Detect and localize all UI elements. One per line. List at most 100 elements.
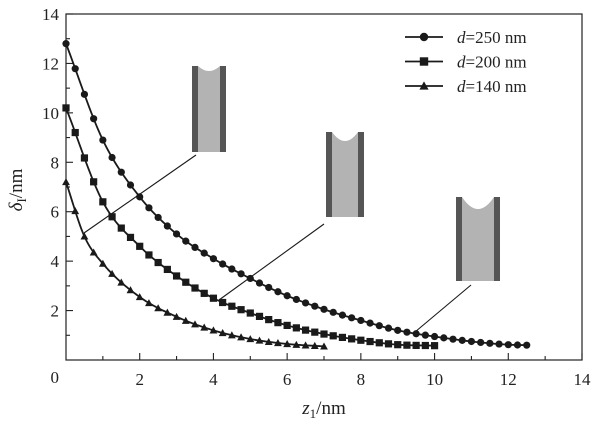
data-point <box>264 337 273 345</box>
pore-wall-left <box>456 197 462 281</box>
data-point <box>430 332 439 341</box>
data-point <box>80 232 89 240</box>
data-point <box>145 204 153 212</box>
data-point <box>117 168 125 176</box>
data-point <box>412 341 420 349</box>
data-point <box>366 337 374 346</box>
data-point <box>154 258 162 267</box>
data-point <box>209 255 218 263</box>
data-point <box>394 341 402 349</box>
legend-item: d=140 nm <box>405 77 527 96</box>
data-point <box>283 321 291 329</box>
x-tick-label: 14 <box>574 370 592 389</box>
data-point <box>145 251 153 259</box>
origin-label: 0 <box>51 368 60 387</box>
data-point <box>366 319 374 327</box>
data-point <box>108 213 116 221</box>
legend-marker <box>419 81 429 90</box>
data-point <box>209 326 218 334</box>
pore-inset-medium <box>326 132 364 217</box>
data-point <box>62 40 70 48</box>
pore-wall-right <box>494 197 500 281</box>
data-point <box>219 298 227 307</box>
legend-label: d=200 nm <box>457 53 527 72</box>
pore-inset-large <box>456 197 500 281</box>
data-point <box>255 279 264 287</box>
data-point <box>62 178 70 186</box>
data-point <box>200 323 209 331</box>
data-point <box>338 311 347 319</box>
data-point <box>99 136 107 144</box>
data-point <box>311 328 319 336</box>
series-markers <box>62 104 439 350</box>
data-point <box>89 248 98 256</box>
x-tick-label: 12 <box>500 370 517 389</box>
data-point <box>320 305 328 313</box>
pore-inset-small <box>192 66 226 152</box>
data-point <box>394 326 402 334</box>
series-3 <box>62 178 328 350</box>
data-point <box>320 330 328 338</box>
data-point <box>274 339 282 347</box>
data-point <box>182 278 190 286</box>
data-point <box>108 153 116 162</box>
data-point <box>145 299 153 307</box>
data-point <box>200 289 208 297</box>
data-point <box>237 270 245 278</box>
data-point <box>80 154 89 162</box>
y-tick-label: 12 <box>42 54 59 73</box>
data-point <box>182 237 190 245</box>
data-point <box>440 334 448 342</box>
data-point <box>62 104 70 112</box>
data-point <box>320 342 328 350</box>
data-point <box>71 65 79 73</box>
legend-marker <box>419 57 429 66</box>
pore-wall-right <box>220 66 226 152</box>
data-point <box>191 320 199 328</box>
data-point <box>163 265 171 274</box>
series-2 <box>62 104 439 350</box>
data-point <box>117 224 125 232</box>
leader-line <box>218 223 325 301</box>
data-point <box>237 333 245 341</box>
data-point <box>246 335 255 343</box>
data-point <box>255 312 264 320</box>
data-point <box>246 309 254 317</box>
data-point <box>135 293 144 301</box>
data-point <box>71 128 79 137</box>
data-point <box>126 286 135 294</box>
data-point <box>154 213 162 222</box>
data-point <box>338 333 347 342</box>
data-point <box>458 336 466 344</box>
data-point <box>218 329 227 337</box>
pore-body <box>456 197 500 281</box>
legend-label: d=140 nm <box>457 77 527 96</box>
data-point <box>200 249 208 257</box>
data-point <box>403 341 411 349</box>
data-point <box>71 207 80 215</box>
pore-wall-right <box>358 132 364 217</box>
data-point <box>237 306 245 314</box>
data-point <box>274 319 282 327</box>
data-point <box>209 294 218 302</box>
leader-line <box>414 284 472 333</box>
data-point <box>181 316 190 324</box>
data-point <box>274 288 282 296</box>
data-point <box>172 312 181 320</box>
data-point <box>403 328 411 336</box>
data-point <box>412 330 420 338</box>
x-tick-label: 8 <box>357 370 366 389</box>
y-tick-label: 14 <box>42 5 60 24</box>
data-point <box>117 278 126 286</box>
y-tick-label: 4 <box>51 252 60 271</box>
data-point <box>329 332 337 340</box>
meniscus <box>198 66 220 71</box>
y-tick-label: 6 <box>51 203 60 222</box>
data-point <box>357 316 365 325</box>
data-point <box>265 283 273 292</box>
y-axis-label: δI/nm <box>6 168 29 211</box>
meniscus <box>332 132 358 141</box>
y-tick-label: 2 <box>51 302 60 321</box>
legend-item: d=200 nm <box>405 53 527 72</box>
